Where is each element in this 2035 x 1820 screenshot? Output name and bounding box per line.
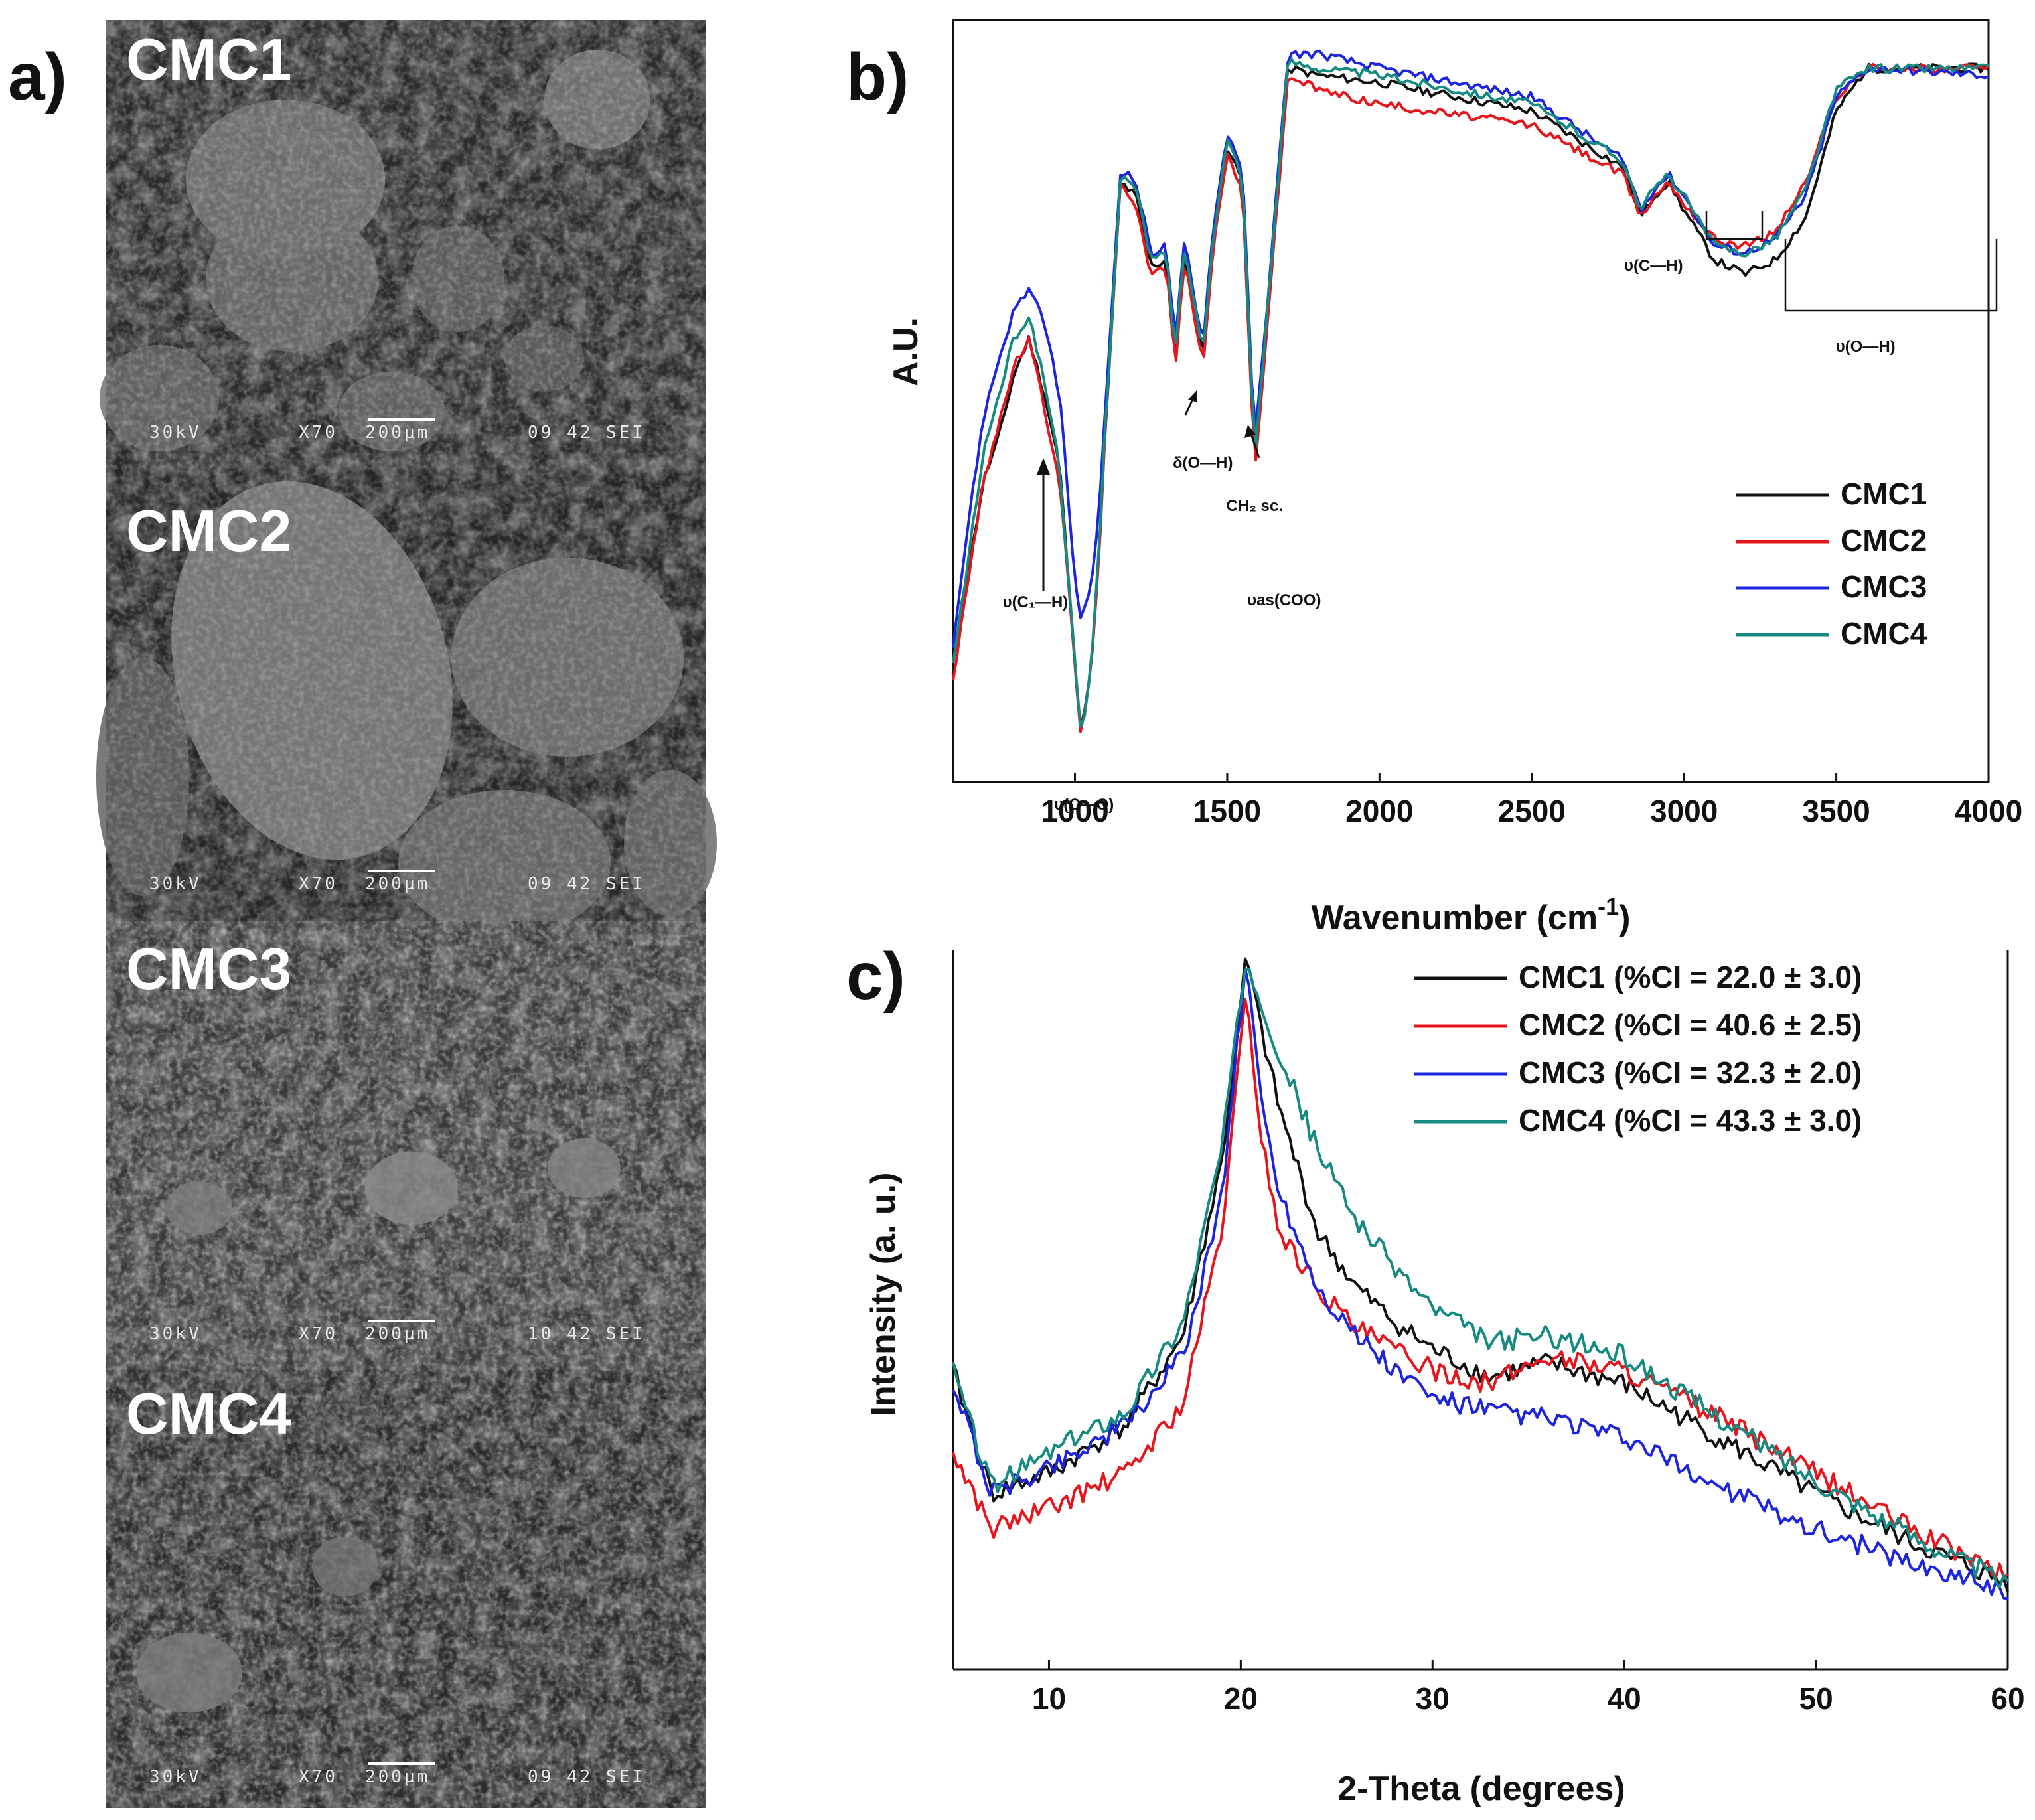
x-tick-label-1000: 1000 bbox=[1041, 794, 1108, 828]
x-tick-label-60: 60 bbox=[1991, 1681, 2024, 1716]
sem-scale-label: 200µm bbox=[365, 874, 430, 894]
x-tick-label-2000: 2000 bbox=[1345, 794, 1413, 828]
xrd-legend: CMC1 (%CI = 22.0 ± 3.0) CMC2 (%CI = 40.6 … bbox=[1414, 960, 1862, 1138]
annotation-o-h-2: δ(O—H) bbox=[1173, 454, 1233, 472]
ftir-x-axis-title: Wavenumber (cm-1) bbox=[1312, 893, 1631, 937]
sem-magnification: X70 bbox=[299, 1324, 338, 1344]
xrd-chart: 10 20 30 40 50 60 Intensity (a. u.) 2-Theta (… bbox=[864, 950, 2025, 1808]
sem-image-cmc2: CMC2 30kV X70 200µm 09 42 SEI bbox=[96, 469, 717, 936]
series-line-cmc4 bbox=[952, 58, 1989, 728]
annotation-as-coo-4: υas(COO) bbox=[1247, 591, 1321, 609]
sem-voltage: 30kV bbox=[149, 423, 202, 443]
x-tick-label-1500: 1500 bbox=[1193, 794, 1261, 828]
panel-a-letter: a) bbox=[8, 40, 67, 114]
sem-label-cmc1: CMC1 bbox=[126, 27, 291, 92]
sem-scale-label: 200µm bbox=[365, 1324, 430, 1344]
ftir-legend: CMC1 CMC2 CMC3 CMC4 bbox=[1736, 477, 1927, 650]
sem-magnification: X70 bbox=[299, 874, 338, 894]
annotation-c-o-1: υ(C—O) bbox=[1054, 796, 1114, 814]
sem-voltage: 30kV bbox=[149, 1324, 202, 1344]
annotation-c-h-5: υ(C—H) bbox=[1624, 257, 1683, 275]
ftir-x-ticks: 1000 1500 2000 2500 3000 3500 4000 bbox=[1041, 773, 2022, 828]
legend-label-cmc4: CMC4 (%CI = 43.3 ± 3.0) bbox=[1519, 1103, 1862, 1138]
sem-scale-label: 200µm bbox=[365, 1767, 430, 1787]
anno-arrowhead-oh-bend bbox=[1188, 390, 1197, 402]
anno-bracket-ch bbox=[1705, 211, 1764, 240]
sem-session: 09 42 SEI bbox=[528, 1767, 645, 1787]
ftir-plot-frame bbox=[952, 19, 1990, 783]
sem-label-cmc4: CMC4 bbox=[126, 1381, 291, 1446]
series-line-cmc2 bbox=[952, 998, 2009, 1580]
x-tick-label-3500: 3500 bbox=[1802, 794, 1870, 828]
legend-label-cmc3: CMC3 bbox=[1841, 569, 1927, 604]
sem-image-cmc4: CMC4 30kV X70 200µm 09 42 SEI bbox=[106, 1370, 706, 1808]
xrd-x-axis-title: 2-Theta (degrees) bbox=[1337, 1770, 1625, 1808]
legend-label-cmc3: CMC3 (%CI = 32.3 ± 2.0) bbox=[1519, 1055, 1862, 1090]
sem-session: 09 42 SEI bbox=[528, 874, 645, 894]
legend-label-cmc1: CMC1 bbox=[1841, 477, 1927, 511]
xrd-series bbox=[952, 957, 2009, 1600]
sem-image-cmc1: CMC1 30kV X70 200µm 09 42 SEI bbox=[100, 20, 706, 469]
anno-arrowhead-ch2 bbox=[1244, 425, 1256, 438]
x-tick-label-2500: 2500 bbox=[1498, 794, 1566, 828]
legend-label-cmc4: CMC4 bbox=[1841, 616, 1927, 650]
x-tick-label-50: 50 bbox=[1799, 1681, 1833, 1716]
x-tick-label-30: 30 bbox=[1416, 1681, 1450, 1716]
x-tick-label-20: 20 bbox=[1224, 1681, 1258, 1716]
anno-bracket-oh bbox=[1784, 239, 1998, 312]
sem-scale-label: 200µm bbox=[365, 423, 430, 443]
xrd-y-axis-title: Intensity (a. u.) bbox=[864, 1173, 903, 1416]
sem-info-cmc1: 30kV X70 200µm 09 42 SEI bbox=[149, 418, 645, 443]
ftir-x-axis-title-sup: -1 bbox=[1598, 893, 1619, 920]
x-tick-label-3000: 3000 bbox=[1650, 794, 1718, 828]
ftir-series bbox=[952, 49, 1990, 733]
sem-image-stack: CMC1 30kV X70 200µm 09 42 SEI CMC2 30kV … bbox=[96, 20, 717, 1808]
x-tick-label-10: 10 bbox=[1032, 1681, 1066, 1716]
sem-voltage: 30kV bbox=[149, 874, 202, 894]
sem-session: 09 42 SEI bbox=[528, 423, 645, 443]
ftir-annotations bbox=[1037, 211, 1998, 591]
anno-arrowhead-c1h bbox=[1037, 458, 1050, 475]
x-tick-label-40: 40 bbox=[1608, 1681, 1641, 1716]
annotation-c-h-0: υ(C₁—H) bbox=[1003, 593, 1069, 611]
series-line-cmc1 bbox=[952, 62, 1990, 729]
annotation-ch-sc-3: CH₂ sc. bbox=[1227, 497, 1283, 515]
sem-info-cmc2: 30kV X70 200µm 09 42 SEI bbox=[149, 870, 645, 894]
xrd-x-ticks: 10 20 30 40 50 60 bbox=[1032, 1660, 2025, 1716]
sem-label-cmc3: CMC3 bbox=[126, 936, 291, 1002]
annotation-o-h-6: υ(O—H) bbox=[1836, 338, 1896, 356]
sem-session: 10 42 SEI bbox=[528, 1324, 645, 1344]
ftir-x-axis-title-main: Wavenumber (cm bbox=[1312, 899, 1598, 937]
ftir-y-axis-title: A.U. bbox=[887, 317, 925, 386]
series-line-cmc4 bbox=[952, 968, 2009, 1588]
sem-info-cmc3: 30kV X70 200µm 10 42 SEI bbox=[149, 1320, 645, 1344]
legend-label-cmc2: CMC2 bbox=[1841, 523, 1927, 558]
sem-magnification: X70 bbox=[299, 423, 338, 443]
panel-b-letter: b) bbox=[846, 40, 909, 114]
legend-label-cmc1: CMC1 (%CI = 22.0 ± 3.0) bbox=[1519, 960, 1862, 994]
series-line-cmc3 bbox=[952, 967, 2008, 1600]
x-tick-label-4000: 4000 bbox=[1955, 794, 2022, 828]
series-line-cmc1 bbox=[952, 957, 2009, 1592]
legend-label-cmc2: CMC2 (%CI = 40.6 ± 2.5) bbox=[1519, 1008, 1862, 1042]
ftir-chart: 1000 1500 2000 2500 3000 3500 4000 υ(C₁—H) υ(C—… bbox=[887, 19, 2022, 937]
ftir-annotation-labels: υ(C₁—H) υ(C—O) δ(O—H) CH₂ sc. υas(COO) υ(C—H)… bbox=[1003, 257, 1896, 814]
sem-label-cmc2: CMC2 bbox=[126, 498, 291, 564]
sem-image-cmc3: CMC3 30kV X70 200µm 10 42 SEI bbox=[106, 921, 706, 1370]
ftir-x-axis-title-end: ) bbox=[1619, 899, 1630, 937]
panel-c-letter: c) bbox=[846, 939, 905, 1014]
series-line-cmc3 bbox=[952, 49, 1989, 648]
sem-magnification: X70 bbox=[299, 1767, 338, 1787]
sem-voltage: 30kV bbox=[149, 1767, 202, 1787]
series-line-cmc2 bbox=[952, 62, 1990, 733]
sem-info-cmc4: 30kV X70 200µm 09 42 SEI bbox=[149, 1762, 645, 1787]
